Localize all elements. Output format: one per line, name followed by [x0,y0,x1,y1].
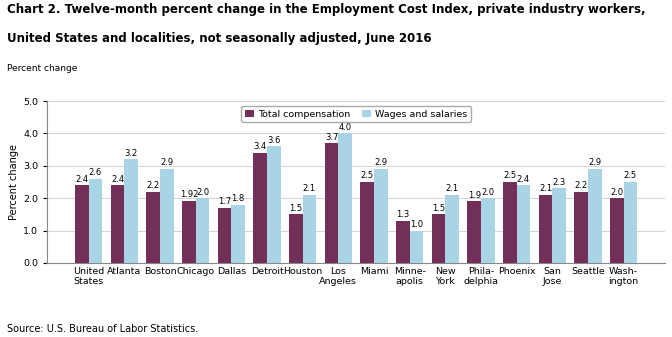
Bar [517,185,530,263]
Text: 2.0: 2.0 [196,187,209,196]
Bar [267,146,280,263]
Text: 2.3: 2.3 [552,178,566,187]
Text: 2.2: 2.2 [146,181,160,190]
Bar [446,195,459,263]
Bar [160,169,173,263]
Bar [182,201,196,263]
Bar [468,202,481,263]
Bar [432,214,446,263]
Text: 1.92: 1.92 [179,190,198,199]
Bar [539,195,552,263]
Bar [552,188,566,263]
Bar [196,198,209,263]
Bar [503,182,517,263]
Text: 4.0: 4.0 [339,123,351,132]
Bar [289,214,302,263]
Text: 1.5: 1.5 [290,204,302,213]
Text: 3.7: 3.7 [325,132,338,142]
Text: Percent change: Percent change [7,64,77,73]
Legend: Total compensation, Wages and salaries: Total compensation, Wages and salaries [241,106,471,122]
Bar [624,182,637,263]
Bar [75,185,89,263]
Bar [360,182,374,263]
Text: Chart 2. Twelve-month percent change in the Employment Cost Index, private indus: Chart 2. Twelve-month percent change in … [7,3,645,17]
Text: 2.9: 2.9 [374,158,387,167]
Text: 3.6: 3.6 [267,136,280,145]
Text: 2.9: 2.9 [588,158,601,167]
Text: 2.4: 2.4 [75,175,89,184]
Text: 2.5: 2.5 [624,171,637,180]
Bar [218,208,231,263]
Bar [374,169,388,263]
Text: United States and localities, not seasonally adjusted, June 2016: United States and localities, not season… [7,32,431,45]
Text: 3.4: 3.4 [253,142,267,151]
Bar [231,205,245,263]
Text: 2.0: 2.0 [481,187,495,196]
Text: 1.0: 1.0 [410,220,423,229]
Bar [588,169,601,263]
Bar [146,192,160,263]
Text: 2.1: 2.1 [539,184,552,193]
Bar [325,143,338,263]
Text: 2.9: 2.9 [160,158,173,167]
Bar [302,195,317,263]
Text: 1.3: 1.3 [396,210,409,219]
Text: 1.7: 1.7 [218,197,231,206]
Text: 2.5: 2.5 [503,171,516,180]
Bar [124,159,138,263]
Bar [89,179,102,263]
Bar [253,153,267,263]
Text: 2.4: 2.4 [111,175,124,184]
Bar [410,231,423,263]
Text: 2.5: 2.5 [361,171,374,180]
Text: Source: U.S. Bureau of Labor Statistics.: Source: U.S. Bureau of Labor Statistics. [7,324,198,334]
Text: 1.8: 1.8 [231,194,245,203]
Bar [481,198,495,263]
Text: 2.4: 2.4 [517,175,530,184]
Bar [575,192,588,263]
Text: 2.1: 2.1 [446,184,459,193]
Text: 2.1: 2.1 [303,184,316,193]
Bar [111,185,124,263]
Text: 3.2: 3.2 [124,149,138,158]
Bar [396,221,410,263]
Bar [610,198,624,263]
Text: 2.0: 2.0 [610,187,624,196]
Text: 2.6: 2.6 [89,168,102,177]
Text: 2.2: 2.2 [575,181,588,190]
Text: 1.5: 1.5 [432,204,445,213]
Bar [338,133,352,263]
Text: 1.9: 1.9 [468,191,480,200]
Y-axis label: Percent change: Percent change [9,144,19,220]
